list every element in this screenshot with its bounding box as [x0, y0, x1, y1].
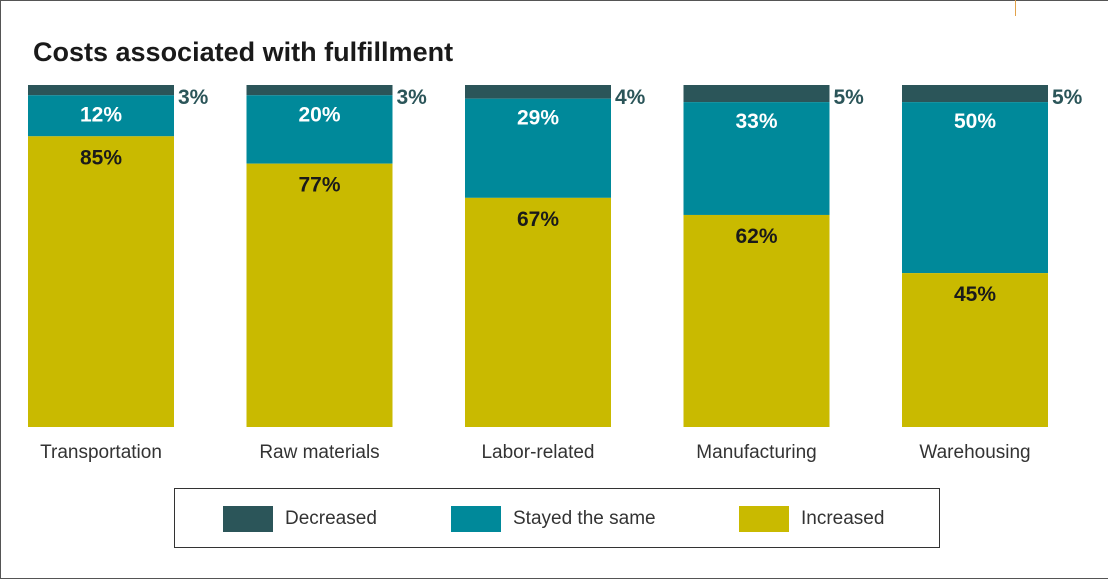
legend-item-increased: Increased — [739, 506, 884, 532]
label-increased-warehousing: 45% — [954, 283, 996, 306]
bar-increased-manufacturing — [683, 214, 830, 427]
legend-label-increased: Increased — [801, 508, 885, 529]
label-increased-labor-related: 67% — [517, 208, 559, 231]
category-label-transportation: Transportation — [40, 442, 162, 463]
legend-item-decreased: Decreased — [223, 506, 377, 532]
label-stayed-same-transportation: 12% — [80, 103, 122, 126]
label-decreased-warehousing: 5% — [1052, 86, 1083, 109]
label-decreased-labor-related: 4% — [615, 86, 646, 109]
stacked-bar-chart: 12% 85% 3% Transportation 20% 77% 3% Raw materi… — [28, 85, 1083, 463]
bar-increased-warehousing — [902, 273, 1048, 427]
bar-decreased-labor-related — [465, 85, 611, 99]
legend-swatch-increased — [739, 506, 789, 532]
bar-stayed-same-transportation — [28, 95, 174, 137]
bar-decreased-transportation — [28, 85, 174, 96]
bar-decreased-raw-materials — [246, 85, 393, 96]
bar-increased-labor-related — [465, 197, 611, 427]
corner-accent-line — [1015, 0, 1016, 16]
label-increased-raw-materials: 77% — [298, 174, 340, 197]
label-decreased-transportation: 3% — [178, 86, 209, 109]
label-stayed-same-manufacturing: 33% — [735, 110, 777, 133]
bar-stayed-same-manufacturing — [683, 102, 830, 215]
label-stayed-same-warehousing: 50% — [954, 110, 996, 133]
label-stayed-same-labor-related: 29% — [517, 107, 559, 130]
bar-stayed-same-warehousing — [902, 102, 1048, 274]
category-label-manufacturing: Manufacturing — [696, 442, 816, 463]
legend-label-decreased: Decreased — [285, 508, 377, 529]
legend-label-stayed-same: Stayed the same — [513, 508, 656, 529]
bar-increased-raw-materials — [246, 163, 393, 427]
legend-swatch-decreased — [223, 506, 273, 532]
bar-stayed-same-labor-related — [465, 98, 611, 198]
label-increased-manufacturing: 62% — [735, 225, 777, 248]
label-stayed-same-raw-materials: 20% — [298, 103, 340, 126]
legend: Decreased Stayed the same Increased — [174, 488, 940, 548]
label-decreased-raw-materials: 3% — [397, 86, 428, 109]
bar-stayed-same-raw-materials — [246, 95, 393, 164]
label-decreased-manufacturing: 5% — [834, 86, 865, 109]
chart-title: Costs associated with fulfillment — [33, 37, 454, 67]
bar-decreased-warehousing — [902, 85, 1048, 103]
legend-item-stayed-same: Stayed the same — [451, 506, 656, 532]
label-increased-transportation: 85% — [80, 146, 122, 169]
bar-decreased-manufacturing — [683, 85, 830, 103]
category-label-labor-related: Labor-related — [481, 442, 594, 463]
category-label-warehousing: Warehousing — [919, 442, 1030, 463]
legend-swatch-stayed-same — [451, 506, 501, 532]
bar-increased-transportation — [28, 136, 174, 428]
category-label-raw-materials: Raw materials — [259, 442, 379, 463]
